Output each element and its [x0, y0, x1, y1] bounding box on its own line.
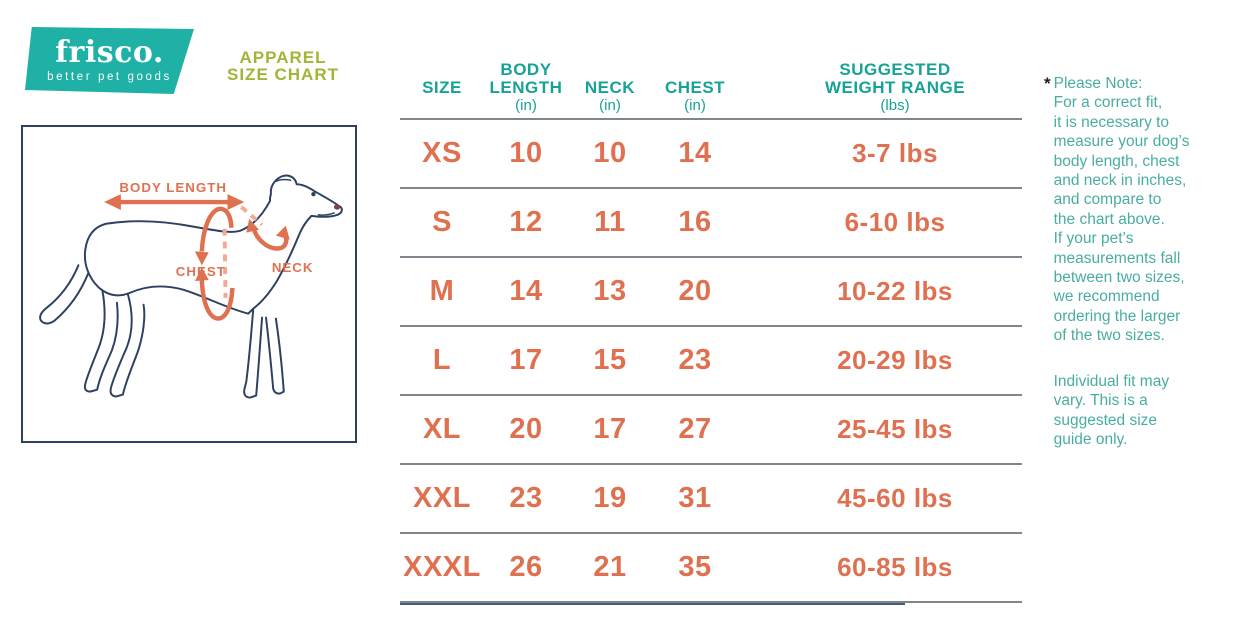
apparel-size-chart-title: APPAREL SIZE CHART — [223, 48, 343, 84]
cell-body-length: 12 — [509, 206, 543, 238]
cell-size: S — [432, 206, 452, 238]
cell-weight-range: 3-7 lbs — [852, 138, 938, 168]
table-bottom-rule — [400, 603, 905, 605]
column-header-weight-range: SUGGESTED WEIGHT RANGE (lbs) — [824, 60, 966, 114]
note-asterisk: * — [1044, 74, 1051, 93]
cell-weight-range: 20-29 lbs — [837, 345, 953, 375]
cell-weight-range: 25-45 lbs — [837, 414, 953, 444]
cell-chest: 23 — [678, 344, 712, 376]
table-header-row: SIZE BODY LENGTH (in) NECK (in) CHEST (i… — [400, 48, 1022, 120]
cell-weight-range: 6-10 lbs — [844, 207, 946, 237]
table-row-xxxl: XXXL 26 21 35 60-85 lbs — [400, 534, 1022, 603]
table-row-l: L 17 15 23 20-29 lbs — [400, 327, 1022, 396]
neck-label: NECK — [272, 260, 314, 275]
cell-chest: 16 — [678, 206, 712, 238]
cell-size: XXXL — [403, 551, 481, 583]
chest-dashed-line — [222, 228, 228, 298]
cell-body-length: 26 — [509, 551, 543, 583]
cell-body-length: 20 — [509, 413, 543, 445]
cell-neck: 17 — [593, 413, 627, 445]
arrow-up-right-icon — [275, 225, 290, 240]
dog-eye — [311, 191, 316, 197]
body-length-label: BODY LENGTH — [119, 180, 227, 195]
cell-weight-range: 60-85 lbs — [837, 552, 953, 582]
arrow-down-icon — [194, 251, 209, 266]
cell-neck: 10 — [593, 137, 627, 169]
table-row-s: S 12 11 16 6-10 lbs — [400, 189, 1022, 258]
arrow-up-left-icon — [246, 218, 260, 233]
dog-diagram-svg: BODY LENGTH CHEST NECK — [39, 174, 343, 399]
cell-chest: 35 — [678, 551, 712, 583]
cell-size: XL — [422, 413, 462, 445]
cell-weight-range: 45-60 lbs — [837, 483, 953, 513]
table-row-m: M 14 13 20 10-22 lbs — [400, 258, 1022, 327]
cell-body-length: 14 — [509, 275, 543, 307]
cell-chest: 31 — [678, 482, 712, 514]
neck-dashed-line — [240, 205, 264, 227]
table-row-xs: XS 10 10 14 3-7 lbs — [400, 120, 1022, 189]
arrow-left-icon — [104, 194, 121, 210]
cell-size: XXL — [413, 482, 471, 514]
table-row-xxl: XXL 23 19 31 45-60 lbs — [400, 465, 1022, 534]
cell-chest: 14 — [678, 137, 712, 169]
table-row-xl: XL 20 17 27 25-45 lbs — [400, 396, 1022, 465]
chest-arc-bottom — [199, 279, 235, 321]
cell-body-length: 17 — [509, 344, 543, 376]
cell-chest: 27 — [678, 413, 712, 445]
dog-measurement-diagram: BODY LENGTH CHEST NECK — [21, 125, 357, 443]
cell-neck: 21 — [593, 551, 627, 583]
cell-neck: 13 — [593, 275, 627, 307]
note-paragraph-1: Please Note: For a correct fit, it is ne… — [1053, 75, 1190, 345]
dog-outline — [39, 174, 343, 399]
cell-neck: 11 — [594, 206, 626, 238]
chest-label: CHEST — [176, 264, 226, 279]
frisco-logo: frisco. better pet goods — [25, 27, 194, 94]
note-paragraph-2: Individual fit may vary. This is a sugge… — [1053, 372, 1170, 448]
column-header-body-length: BODY LENGTH (in) — [489, 60, 563, 114]
column-header-neck: NECK (in) — [584, 77, 636, 114]
measurement-annotations: BODY LENGTH CHEST NECK — [104, 180, 314, 321]
column-header-chest: CHEST (in) — [664, 77, 726, 114]
chest-arc-top — [199, 206, 234, 252]
title-line-2: SIZE CHART — [227, 64, 339, 84]
cell-neck: 15 — [593, 344, 627, 376]
brand-name: frisco. — [55, 35, 164, 70]
size-table: SIZE BODY LENGTH (in) NECK (in) CHEST (i… — [400, 48, 1022, 605]
cell-body-length: 10 — [509, 137, 543, 169]
cell-neck: 19 — [593, 482, 627, 514]
brand-tagline: better pet goods — [47, 71, 172, 83]
cell-chest: 20 — [678, 275, 712, 307]
arrow-up-icon — [194, 267, 209, 282]
arrow-right-icon — [227, 194, 245, 210]
please-note: * Please Note: For a correct fit, it is … — [1044, 74, 1224, 449]
dog-nose — [333, 204, 341, 210]
cell-body-length: 23 — [509, 482, 543, 514]
column-header-size: SIZE — [422, 77, 462, 97]
title-line-1: APPAREL — [239, 48, 327, 67]
cell-size: M — [429, 275, 455, 307]
cell-size: XS — [422, 137, 462, 169]
cell-weight-range: 10-22 lbs — [837, 276, 953, 306]
cell-size: L — [432, 344, 452, 376]
